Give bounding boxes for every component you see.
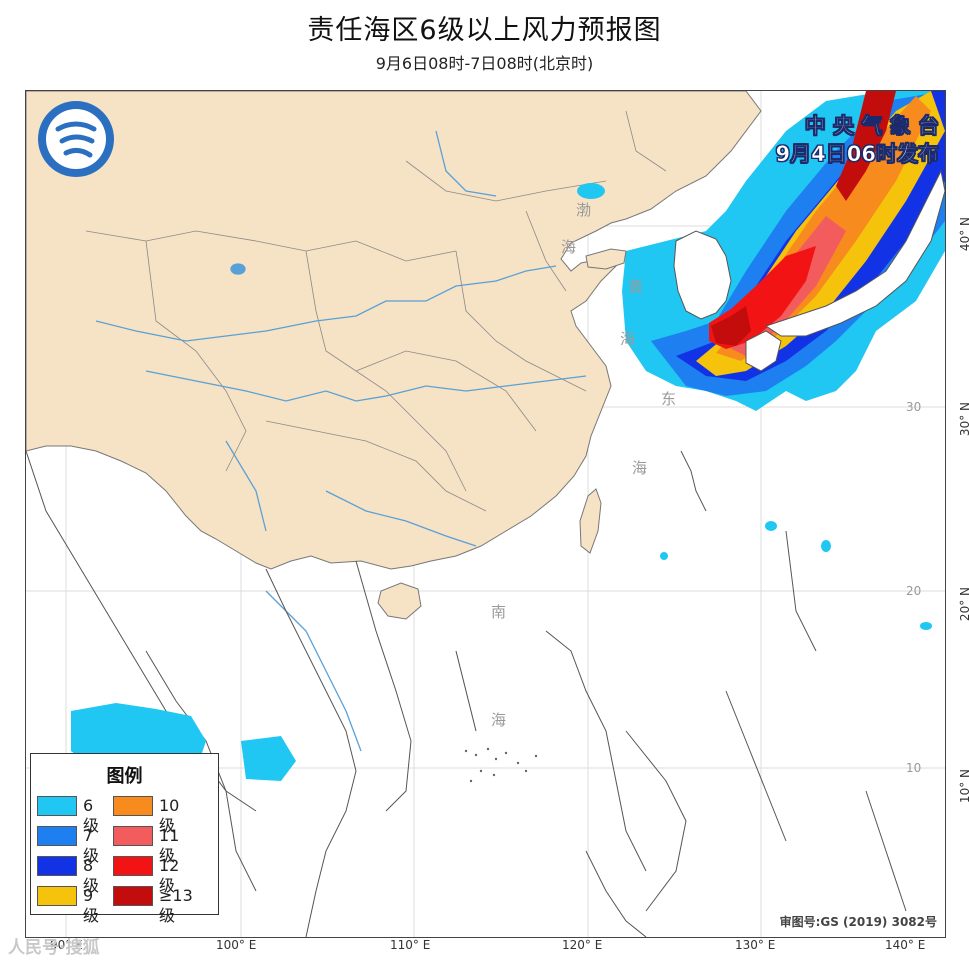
legend-label-13: ≥13级 [159, 886, 193, 925]
watermark: 人民号·搜狐 [8, 938, 100, 958]
legend-box: 图例 6级 7级 8级 9级 10级 11级 12级 ≥13级 [30, 753, 219, 925]
legend-swatch-13 [113, 886, 153, 906]
page-subtitle: 9月6日08时-7日08时(北京时) [375, 54, 594, 73]
legend-swatch-9 [37, 886, 77, 906]
legend-label-7: 7级 [83, 826, 100, 865]
lon-label-120: 120° E [562, 938, 603, 952]
sea-label-yellow-1: 黄 [628, 278, 644, 296]
sea-label-bohai-2: 海 [561, 238, 577, 256]
tick-20: 20 [906, 584, 921, 598]
sea-label-east-1: 东 [661, 390, 677, 408]
lat-label-40: 40° N [958, 217, 969, 252]
legend-label-6: 6级 [83, 796, 100, 835]
legend-swatch-10 [113, 796, 153, 816]
japan-honshu [764, 169, 945, 337]
lat-label-10: 10° N [958, 769, 969, 804]
legend-swatch-6 [37, 796, 77, 816]
taiwan-island [579, 488, 602, 554]
sea-label-south-2: 海 [491, 711, 507, 729]
lon-label-110: 110° E [390, 938, 431, 952]
legend-label-10: 10级 [159, 796, 180, 835]
legend-label-8: 8级 [83, 856, 100, 895]
lat-label-30: 30° N [958, 402, 969, 437]
page-title: 责任海区6级以上风力预报图 [307, 15, 662, 46]
legend-swatch-7 [37, 826, 77, 846]
rivers [95, 130, 587, 752]
tick-10: 10 [906, 761, 921, 775]
legend-label-11: 11级 [159, 826, 180, 865]
wind-main-region [622, 91, 945, 411]
sea-label-yellow-2: 海 [620, 330, 636, 348]
legend-label-9: 9级 [83, 886, 100, 925]
issuer-agency: 中 央 气 象 台 [804, 114, 939, 139]
legend-swatch-11 [113, 826, 153, 846]
issuer-block: 中 央 气 象 台 9月4日06时发布 [775, 112, 939, 168]
sea-label-bohai-1: 渤 [576, 201, 592, 219]
legend-swatch-12 [113, 856, 153, 876]
japan-kyushu [745, 330, 782, 372]
legend-label-12: 12级 [159, 856, 180, 895]
korea-peninsula [673, 230, 732, 320]
lon-label-100: 100° E [216, 938, 257, 952]
island-dots [464, 747, 538, 783]
approval-number: 审图号:GS (2019) 3082号 [779, 915, 937, 929]
province-borders [85, 110, 667, 512]
legend-swatch-8 [37, 856, 77, 876]
sea-label-east-2: 海 [632, 459, 648, 477]
tick-30: 30 [906, 400, 921, 414]
lat-label-20: 20° N [958, 587, 969, 622]
lon-label-140: 140° E [885, 938, 926, 952]
china-landmass [26, 91, 762, 570]
inner-ticks: 30 20 10 [906, 400, 921, 775]
legend-title: 图例 [106, 766, 143, 787]
hainan-island [377, 582, 422, 620]
lon-label-130: 130° E [735, 938, 776, 952]
shandong-peninsula [585, 248, 627, 270]
issuer-time: 9月4日06时发布 [775, 142, 939, 167]
cma-logo [38, 101, 114, 177]
sea-label-south-1: 南 [491, 603, 507, 621]
lon-label-90: 90° E [50, 938, 83, 952]
